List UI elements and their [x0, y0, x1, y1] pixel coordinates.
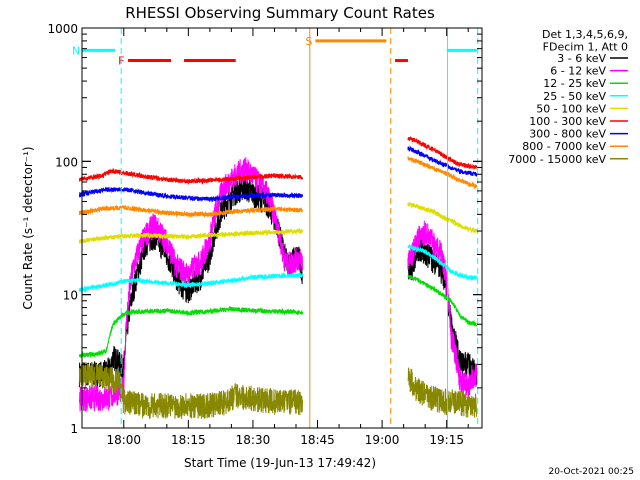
- plot-frame: [81, 27, 483, 429]
- legend-label-12-25-kev: 12 - 25 keV: [543, 77, 606, 90]
- series-6-12-kev-post: [407, 220, 478, 399]
- legend: Det 1,3,4,5,6,9,FDecim 1, Att 03 - 6 keV…: [508, 28, 628, 166]
- legend-header-line: Det 1,3,4,5,6,9,: [542, 28, 628, 41]
- x-tick-label: 18:15: [171, 433, 206, 447]
- x-tick-label: 19:00: [365, 433, 400, 447]
- series-12-25-kev-post: [407, 274, 478, 327]
- legend-label-800-7000-kev: 800 - 7000 keV: [522, 140, 606, 153]
- y-tick-label: 1000: [47, 22, 78, 36]
- series-100-300-kev-post: [407, 135, 478, 170]
- flag-s-label: S: [305, 35, 312, 48]
- series-50-100-kev-pre: [78, 227, 303, 244]
- generated-timestamp: 20-Oct-2021 00:25: [549, 467, 634, 477]
- legend-label-7000-15000-kev: 7000 - 15000 keV: [508, 153, 606, 166]
- x-tick-label: 18:00: [106, 433, 141, 447]
- x-tick-label: 19:15: [429, 433, 464, 447]
- series-800-7000-kev-post: [407, 156, 478, 190]
- series-25-50-kev-post: [407, 243, 478, 282]
- series-300-800-kev-post: [407, 145, 478, 177]
- series-7000-15000-kev-pre: [78, 362, 303, 419]
- series-layer: [78, 135, 478, 419]
- series-800-7000-kev-pre: [78, 204, 303, 218]
- legend-label-100-300-kev: 100 - 300 keV: [529, 115, 606, 128]
- series-100-300-kev-pre: [78, 167, 303, 186]
- flags-layer: FSN: [72, 35, 477, 68]
- y-tick-label: 1: [70, 422, 78, 436]
- y-tick-label: 10: [63, 289, 78, 303]
- legend-label-3-6-kev: 3 - 6 keV: [557, 52, 606, 65]
- legend-label-300-800-kev: 300 - 800 keV: [529, 128, 606, 141]
- y-tick-label: 100: [55, 155, 78, 169]
- legend-label-6-12-kev: 6 - 12 keV: [550, 65, 606, 78]
- y-axis-label: Count Rate (s⁻¹ detector⁻¹): [21, 146, 35, 309]
- x-tick-label: 18:30: [236, 433, 271, 447]
- x-tick-label: 18:45: [300, 433, 335, 447]
- series-25-50-kev-pre: [78, 271, 303, 294]
- series-7000-15000-kev-post: [407, 367, 478, 418]
- markers-layer: [120, 28, 479, 428]
- legend-label-50-100-kev: 50 - 100 keV: [536, 102, 606, 115]
- flag-n-label: N: [72, 44, 80, 57]
- x-axis-label: Start Time (19-Jun-13 17:49:42): [184, 456, 376, 470]
- series-12-25-kev-pre: [78, 305, 303, 359]
- axes-layer: 18:00 18:15 18:30 18:45 19:00 19:15 1 10 100 1000: [47, 22, 483, 447]
- legend-header-line: FDecim 1, Att 0: [543, 41, 628, 54]
- chart-title: RHESSI Observing Summary Count Rates: [125, 4, 435, 22]
- series-50-100-kev-post: [407, 202, 478, 234]
- legend-label-25-50-kev: 25 - 50 keV: [543, 90, 606, 103]
- series-300-800-kev-pre: [78, 186, 303, 203]
